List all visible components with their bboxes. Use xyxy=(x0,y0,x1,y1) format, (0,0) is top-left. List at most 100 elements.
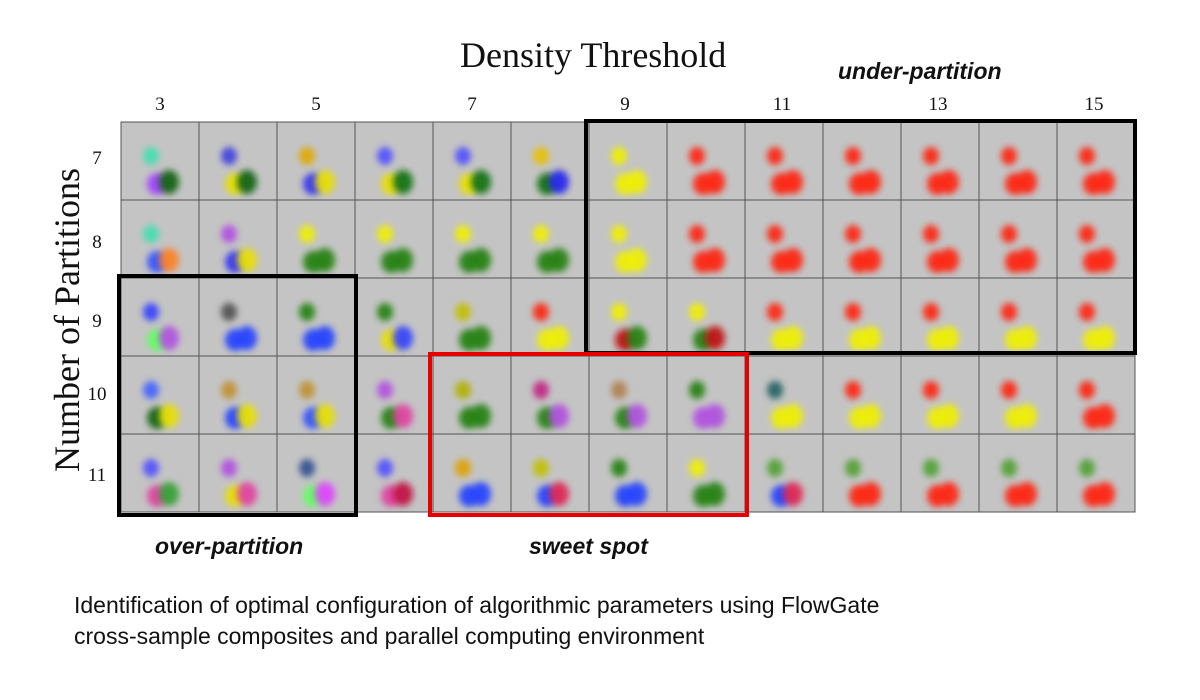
population-blob xyxy=(689,381,705,399)
composite-thumbnail xyxy=(432,277,512,357)
composite-thumbnail xyxy=(198,355,278,435)
population-blob xyxy=(1079,381,1095,399)
population-blob xyxy=(455,225,471,243)
population-blob xyxy=(705,248,725,272)
population-blob xyxy=(533,225,549,243)
composite-thumbnail xyxy=(120,121,200,201)
composite-thumbnail xyxy=(276,199,356,279)
population-blob xyxy=(783,326,803,350)
population-blob xyxy=(705,482,725,506)
population-blob xyxy=(221,459,237,477)
population-blob xyxy=(549,482,569,506)
population-blob xyxy=(783,482,803,506)
population-blob xyxy=(377,225,393,243)
x-tick: 11 xyxy=(772,94,792,115)
composite-thumbnail xyxy=(276,121,356,201)
population-blob xyxy=(471,482,491,506)
population-blob xyxy=(143,225,159,243)
composite-thumbnail xyxy=(822,277,902,357)
population-blob xyxy=(299,381,315,399)
population-blob xyxy=(221,303,237,321)
population-blob xyxy=(1095,482,1115,506)
population-blob xyxy=(1095,170,1115,194)
population-blob xyxy=(455,147,471,165)
population-blob xyxy=(315,326,335,350)
composite-thumbnail xyxy=(120,199,200,279)
population-blob xyxy=(455,459,471,477)
population-blob xyxy=(1095,248,1115,272)
population-blob xyxy=(237,248,257,272)
population-blob xyxy=(1079,459,1095,477)
population-blob xyxy=(1079,147,1095,165)
population-blob xyxy=(845,459,861,477)
population-blob xyxy=(705,326,725,350)
population-blob xyxy=(533,381,549,399)
composite-thumbnail xyxy=(432,433,512,513)
population-blob xyxy=(845,147,861,165)
composite-thumbnail xyxy=(432,355,512,435)
composite-thumbnail xyxy=(744,433,824,513)
population-blob xyxy=(455,303,471,321)
composite-thumbnail xyxy=(510,199,590,279)
population-blob xyxy=(221,225,237,243)
composite-thumbnail xyxy=(666,277,746,357)
composite-thumbnail xyxy=(900,277,980,357)
population-blob xyxy=(861,170,881,194)
x-tick: 13 xyxy=(928,94,948,115)
composite-thumbnail xyxy=(666,121,746,201)
population-blob xyxy=(767,147,783,165)
composite-thumbnail xyxy=(432,199,512,279)
population-blob xyxy=(1017,326,1037,350)
composite-thumbnail xyxy=(510,277,590,357)
composite-thumbnail xyxy=(510,121,590,201)
composite-thumbnail xyxy=(744,277,824,357)
population-blob xyxy=(549,326,569,350)
population-blob xyxy=(861,326,881,350)
population-blob xyxy=(393,482,413,506)
population-blob xyxy=(923,459,939,477)
population-blob xyxy=(923,303,939,321)
population-blob xyxy=(939,326,959,350)
composite-thumbnail xyxy=(822,355,902,435)
composite-thumbnail xyxy=(666,199,746,279)
population-blob xyxy=(377,381,393,399)
population-blob xyxy=(393,248,413,272)
x-tick: 5 xyxy=(311,94,321,115)
population-blob xyxy=(377,459,393,477)
population-blob xyxy=(845,303,861,321)
population-blob xyxy=(299,225,315,243)
composite-thumbnail xyxy=(744,199,824,279)
population-blob xyxy=(159,248,179,272)
composite-thumbnail xyxy=(198,433,278,513)
population-blob xyxy=(611,225,627,243)
population-blob xyxy=(1001,303,1017,321)
sweet-spot-box xyxy=(428,352,749,517)
population-blob xyxy=(783,170,803,194)
x-tick: 9 xyxy=(620,94,630,115)
population-blob xyxy=(159,482,179,506)
population-blob xyxy=(627,326,647,350)
population-blob xyxy=(377,303,393,321)
composite-thumbnail xyxy=(276,433,356,513)
composite-thumbnail xyxy=(900,433,980,513)
composite-thumbnail xyxy=(120,277,200,357)
population-blob xyxy=(1001,381,1017,399)
population-blob xyxy=(689,225,705,243)
composite-thumbnail xyxy=(900,121,980,201)
population-blob xyxy=(767,225,783,243)
composite-thumbnail xyxy=(510,355,590,435)
over-partition-label: over-partition xyxy=(155,533,304,559)
composite-thumbnail xyxy=(354,277,434,357)
population-blob xyxy=(705,170,725,194)
composite-thumbnail xyxy=(1056,277,1136,357)
population-blob xyxy=(861,404,881,428)
x-axis-title: Density Threshold xyxy=(460,35,727,75)
under-partition-label: under-partition xyxy=(838,58,1002,84)
sweet-spot-label: sweet spot xyxy=(529,533,648,559)
population-blob xyxy=(1001,459,1017,477)
population-blob xyxy=(533,303,549,321)
caption-line: cross-sample composites and parallel com… xyxy=(74,623,705,649)
population-blob xyxy=(939,170,959,194)
composite-thumbnail xyxy=(744,355,824,435)
